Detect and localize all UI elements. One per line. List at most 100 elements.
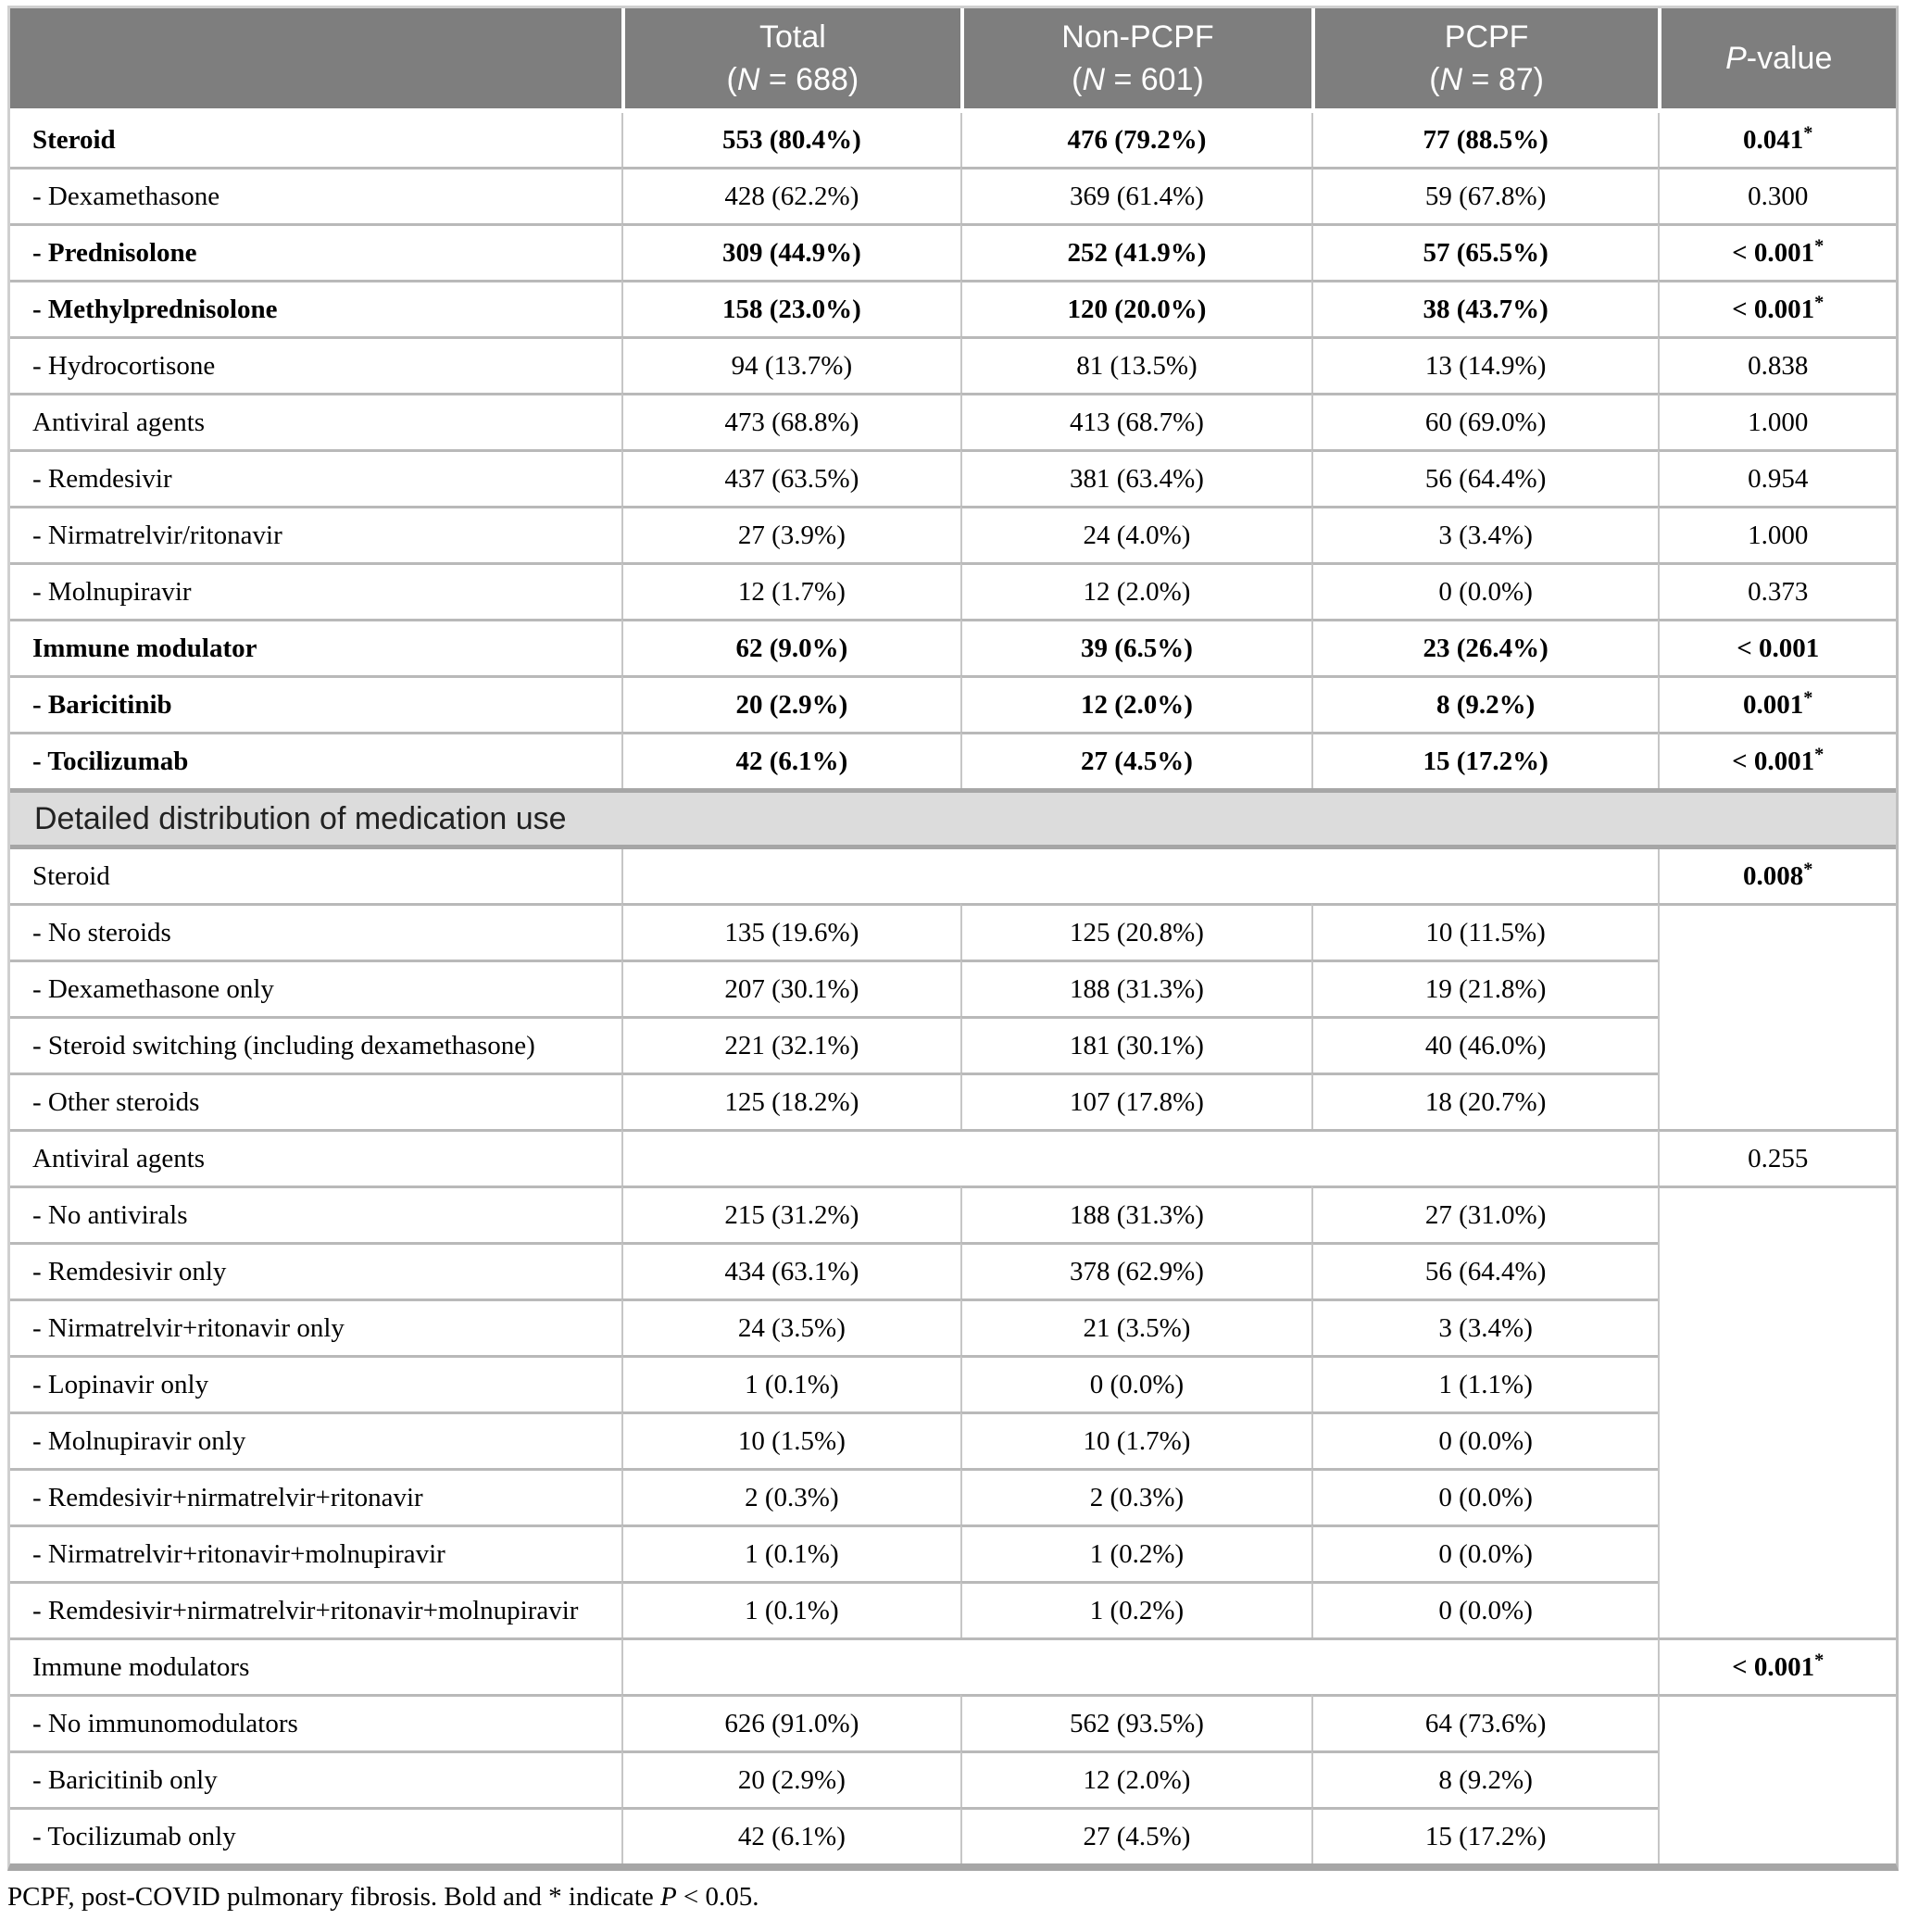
value-cell-total: 158 (23.0%) — [621, 280, 961, 336]
p-value-cell: < 0.001* — [1658, 732, 1896, 788]
value-cell-total: 437 (63.5%) — [621, 449, 961, 506]
value-cell-total: 20 (2.9%) — [621, 1750, 961, 1807]
p-value-cell: < 0.001 — [1658, 619, 1896, 675]
p-value-cell: 1.000 — [1658, 506, 1896, 562]
table-row: - Molnupiravir only 10 (1.5%) 10 (1.7%) 0 (… — [10, 1411, 1896, 1468]
value-cell-pcpf: 1 (1.1%) — [1310, 1355, 1659, 1411]
row-label-cell: - Remdesivir+nirmatrelvir+ritonavir — [10, 1468, 621, 1524]
value-cell-nonpcpf: 12 (2.0%) — [960, 675, 1311, 732]
value-cell-nonpcpf: 21 (3.5%) — [960, 1298, 1311, 1355]
value-cell-total: 215 (31.2%) — [621, 1186, 961, 1242]
table-header: Total (N = 688) Non-PCPF (N = 601) PCPF … — [10, 8, 1896, 113]
table-row: - Other steroids 125 (18.2%) 107 (17.8%) 18… — [10, 1073, 1896, 1129]
p-value-cell: 0.255 — [1658, 1129, 1896, 1186]
table-row: Immune modulator 62 (9.0%) 39 (6.5%) 23 (26… — [10, 619, 1896, 675]
value-cell-nonpcpf: 1 (0.2%) — [960, 1524, 1311, 1581]
column-n: (N = 601) — [1072, 62, 1204, 97]
section-band-row: Detailed distribution of medication use — [10, 788, 1896, 849]
value-cell-nonpcpf: 125 (20.8%) — [960, 903, 1311, 960]
column-n: (N = 688) — [726, 62, 859, 97]
value-cell-pcpf: 40 (46.0%) — [1310, 1016, 1659, 1073]
row-label-cell: - Other steroids — [10, 1073, 621, 1129]
value-cell-total: 2 (0.3%) — [621, 1468, 961, 1524]
table-row: Antiviral agents 0.255 — [10, 1129, 1896, 1186]
p-merged-cell — [1658, 903, 1896, 1129]
table-row: - Hydrocortisone 94 (13.7%) 81 (13.5%) 13 (… — [10, 336, 1896, 393]
value-cell-nonpcpf: 107 (17.8%) — [960, 1073, 1311, 1129]
value-cell-pcpf: 15 (17.2%) — [1310, 732, 1659, 788]
value-cell-pcpf: 18 (20.7%) — [1310, 1073, 1659, 1129]
table-row: - Dexamethasone only 207 (30.1%) 188 (31.3… — [10, 960, 1896, 1016]
table-row: Immune modulators < 0.001* — [10, 1637, 1896, 1694]
row-label-cell: - Baricitinib — [10, 675, 621, 732]
table-row: - No steroids 135 (19.6%) 125 (20.8%) 10 (1… — [10, 903, 1896, 1129]
p-value-cell: 0.373 — [1658, 562, 1896, 619]
row-label-cell: - Lopinavir only — [10, 1355, 621, 1411]
value-cell-total: 42 (6.1%) — [621, 1807, 961, 1863]
row-label-cell: - Molnupiravir — [10, 562, 621, 619]
value-cell-nonpcpf: 27 (4.5%) — [960, 1807, 1311, 1863]
table-row: Steroid 0.008* — [10, 849, 1896, 903]
table-row: - Nirmatrelvir+ritonavir+molnupiravir 1 (… — [10, 1524, 1896, 1581]
value-cell-pcpf: 3 (3.4%) — [1310, 506, 1659, 562]
row-label-cell: - No steroids — [10, 903, 621, 960]
value-cell-total: 434 (63.1%) — [621, 1242, 961, 1298]
row-label-cell: Immune modulator — [10, 619, 621, 675]
row-label-cell: - Nirmatrelvir+ritonavir only — [10, 1298, 621, 1355]
value-cell-nonpcpf: 181 (30.1%) — [960, 1016, 1311, 1073]
column-title: PCPF — [1444, 19, 1529, 55]
value-cell-pcpf: 64 (73.6%) — [1310, 1694, 1659, 1750]
p-value-cell: 0.001* — [1658, 675, 1896, 732]
row-label-cell: - No antivirals — [10, 1186, 621, 1242]
row-label-cell: - Molnupiravir only — [10, 1411, 621, 1468]
column-title: Total — [759, 19, 826, 55]
table-row: - Remdesivir+nirmatrelvir+ritonavir+moln… — [10, 1581, 1896, 1637]
value-cell-pcpf: 10 (11.5%) — [1310, 903, 1659, 960]
value-cell-nonpcpf: 369 (61.4%) — [960, 167, 1311, 223]
value-cell-pcpf: 19 (21.8%) — [1310, 960, 1659, 1016]
p-value-cell: < 0.001* — [1658, 280, 1896, 336]
p-value-cell: 0.008* — [1658, 849, 1896, 903]
column-header-empty — [10, 8, 621, 113]
value-cell-nonpcpf: 39 (6.5%) — [960, 619, 1311, 675]
value-cell-nonpcpf: 12 (2.0%) — [960, 1750, 1311, 1807]
value-cell-total: 626 (91.0%) — [621, 1694, 961, 1750]
value-cell-nonpcpf: 1 (0.2%) — [960, 1581, 1311, 1637]
value-cell-total: 309 (44.9%) — [621, 223, 961, 280]
value-cell-pcpf: 56 (64.4%) — [1310, 449, 1659, 506]
value-cell-nonpcpf: 381 (63.4%) — [960, 449, 1311, 506]
value-cell-nonpcpf: 27 (4.5%) — [960, 732, 1311, 788]
row-label-cell: - Dexamethasone — [10, 167, 621, 223]
value-cell-nonpcpf: 378 (62.9%) — [960, 1242, 1311, 1298]
table-body: Steroid 553 (80.4%) 476 (79.2%) 77 (88.5%) 0… — [10, 113, 1896, 1863]
value-cell-nonpcpf: 120 (20.0%) — [960, 280, 1311, 336]
column-header-pcpf: PCPF (N = 87) — [1310, 8, 1659, 113]
row-label-cell: - Methylprednisolone — [10, 280, 621, 336]
table-row: - Remdesivir only 434 (63.1%) 378 (62.9%) 5… — [10, 1242, 1896, 1298]
value-cell-pcpf: 13 (14.9%) — [1310, 336, 1659, 393]
column-header-nonpcpf: Non-PCPF (N = 601) — [960, 8, 1311, 113]
table-row: - No immunomodulators 626 (91.0%) 562 (93.… — [10, 1694, 1896, 1863]
value-cell-nonpcpf: 2 (0.3%) — [960, 1468, 1311, 1524]
value-cell-nonpcpf: 10 (1.7%) — [960, 1411, 1311, 1468]
value-cell-pcpf: 0 (0.0%) — [1310, 1581, 1659, 1637]
row-label-cell: Antiviral agents — [10, 393, 621, 449]
value-cell-total: 62 (9.0%) — [621, 619, 961, 675]
value-cell-total: 1 (0.1%) — [621, 1355, 961, 1411]
column-header-total: Total (N = 688) — [621, 8, 961, 113]
row-label-cell: - Nirmatrelvir/ritonavir — [10, 506, 621, 562]
value-cell-pcpf: 23 (26.4%) — [1310, 619, 1659, 675]
value-cell-nonpcpf: 81 (13.5%) — [960, 336, 1311, 393]
table-row: - Methylprednisolone 158 (23.0%) 120 (20.0… — [10, 280, 1896, 336]
row-label-cell: - Nirmatrelvir+ritonavir+molnupiravir — [10, 1524, 621, 1581]
row-label-cell: - Tocilizumab only — [10, 1807, 621, 1863]
value-cell-nonpcpf: 24 (4.0%) — [960, 506, 1311, 562]
row-label-cell: Antiviral agents — [10, 1129, 621, 1186]
row-label-cell: - Remdesivir+nirmatrelvir+ritonavir+moln… — [10, 1581, 621, 1637]
table-row: - Nirmatrelvir/ritonavir 27 (3.9%) 24 (4.0… — [10, 506, 1896, 562]
row-label-cell: - Remdesivir — [10, 449, 621, 506]
p-value-cell: 1.000 — [1658, 393, 1896, 449]
table-row: - Remdesivir 437 (63.5%) 381 (63.4%) 56 (64… — [10, 449, 1896, 506]
value-cell-nonpcpf: 12 (2.0%) — [960, 562, 1311, 619]
table-row: - Prednisolone 309 (44.9%) 252 (41.9%) 57 (… — [10, 223, 1896, 280]
